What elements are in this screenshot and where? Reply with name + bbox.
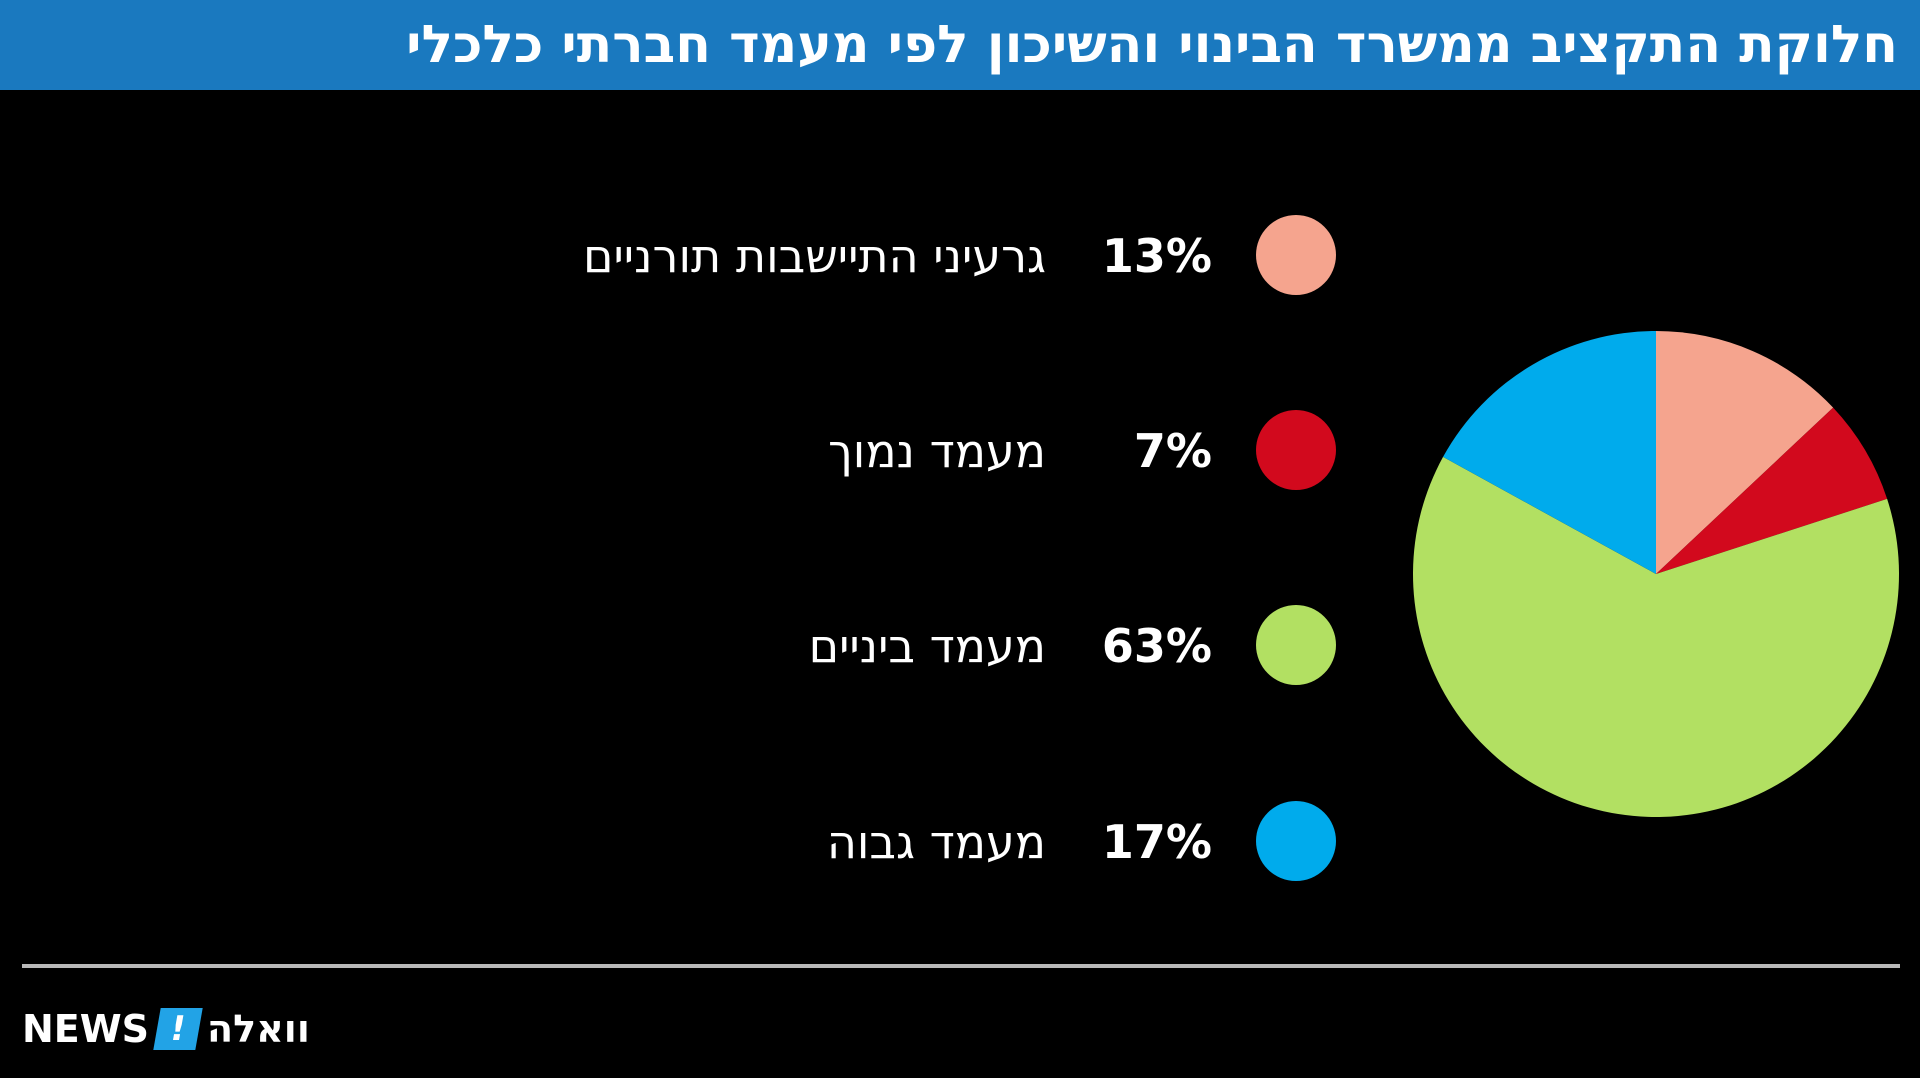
footer-divider [22, 964, 1900, 968]
legend-value-4: 17% [1102, 815, 1212, 869]
pie-slice-3 [1413, 456, 1899, 818]
legend-value-2: 7% [1134, 424, 1212, 478]
legend-value-1: 13% [1102, 229, 1212, 283]
legend-label-1: גרעיני התיישבות תורניים [583, 229, 1046, 283]
pie-slice-1 [1656, 331, 1834, 574]
legend-swatch-3 [1256, 605, 1336, 685]
title-bar: חלוקת התקציב ממשרד הבינוי והשיכון לפי מע… [0, 0, 1920, 90]
legend-swatch-4 [1256, 801, 1336, 881]
legend-label-4: מעמד גבוה [827, 815, 1046, 869]
legend-value-3: 63% [1102, 619, 1212, 673]
legend-swatch-1 [1256, 215, 1336, 295]
walla-news-logo: NEWS ! וואלה [22, 1000, 310, 1058]
pie-slice-4 [1443, 331, 1656, 574]
logo-news-text: NEWS [22, 1007, 150, 1051]
chart-title: חלוקת התקציב ממשרד הבינוי והשיכון לפי מע… [406, 15, 1898, 75]
logo-exclamation-icon: ! [153, 1008, 203, 1050]
legend-label-2: מעמד נמוך [828, 424, 1046, 478]
legend-label-3: מעמד ביניים [809, 619, 1046, 673]
pie-slice-2 [1656, 407, 1888, 574]
logo-brand-text: וואלה [207, 1007, 310, 1051]
legend-swatch-2 [1256, 410, 1336, 490]
